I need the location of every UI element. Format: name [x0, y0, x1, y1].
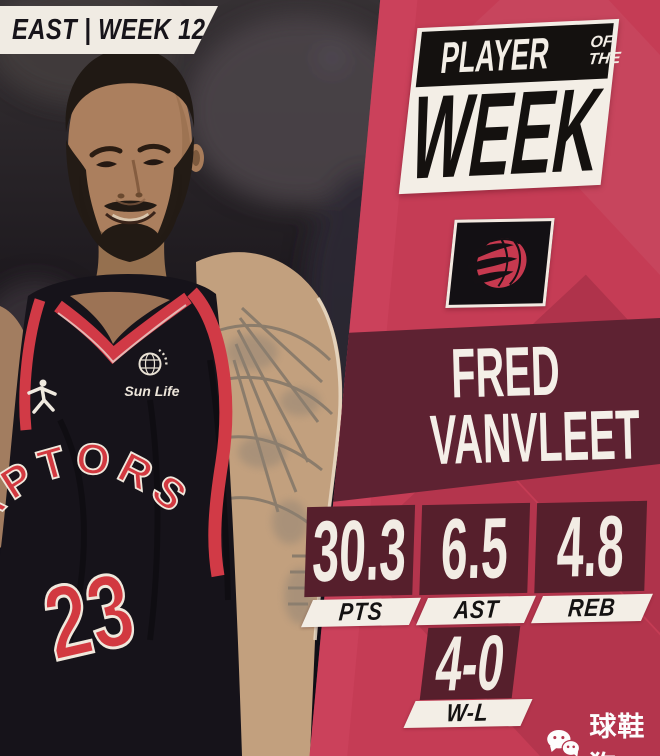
stat-label: PTS — [337, 597, 385, 627]
record-value: 4-0 — [430, 618, 510, 708]
raptors-claw-ball-icon — [467, 238, 527, 288]
collar-trim — [19, 287, 233, 578]
player-head — [65, 47, 204, 292]
stat-label: REB — [567, 593, 617, 623]
stat-value-box: 30.3 — [304, 501, 416, 601]
stat-column-ast: 6.5 AST — [415, 500, 536, 626]
watermark: 球鞋狗 — [546, 705, 660, 756]
stat-column-reb: 4.8 REB — [530, 498, 653, 624]
sun-life-patch: Sun Life — [124, 348, 180, 399]
watermark-text: 球鞋狗 — [589, 712, 646, 756]
stat-label-bar: REB — [530, 593, 653, 624]
team-logo-box — [445, 218, 555, 308]
stat-value: 30.3 — [311, 501, 409, 601]
jersey: Sun Life APTORS 23 — [0, 273, 242, 756]
stat-value-box: 6.5 — [419, 500, 531, 598]
record-label: W-L — [445, 698, 491, 728]
record-value-box: 4-0 — [419, 618, 521, 708]
week-badge: EAST | WEEK 12 — [0, 6, 218, 54]
stat-value: 4.8 — [555, 498, 626, 596]
stat-label-bar: PTS — [300, 597, 421, 628]
stat-value: 6.5 — [439, 500, 510, 598]
stat-column-pts: 30.3 PTS — [300, 501, 421, 628]
stat-value-box: 4.8 — [534, 498, 648, 596]
week-badge-label: EAST | WEEK 12 — [12, 13, 206, 46]
wechat-icon — [546, 728, 582, 756]
sponsor-text: Sun Life — [124, 383, 179, 399]
record-column: 4-0 — [419, 618, 521, 708]
jumpman-icon — [27, 379, 57, 414]
globe-icon — [138, 348, 168, 376]
record-label-bar: W-L — [403, 698, 533, 729]
